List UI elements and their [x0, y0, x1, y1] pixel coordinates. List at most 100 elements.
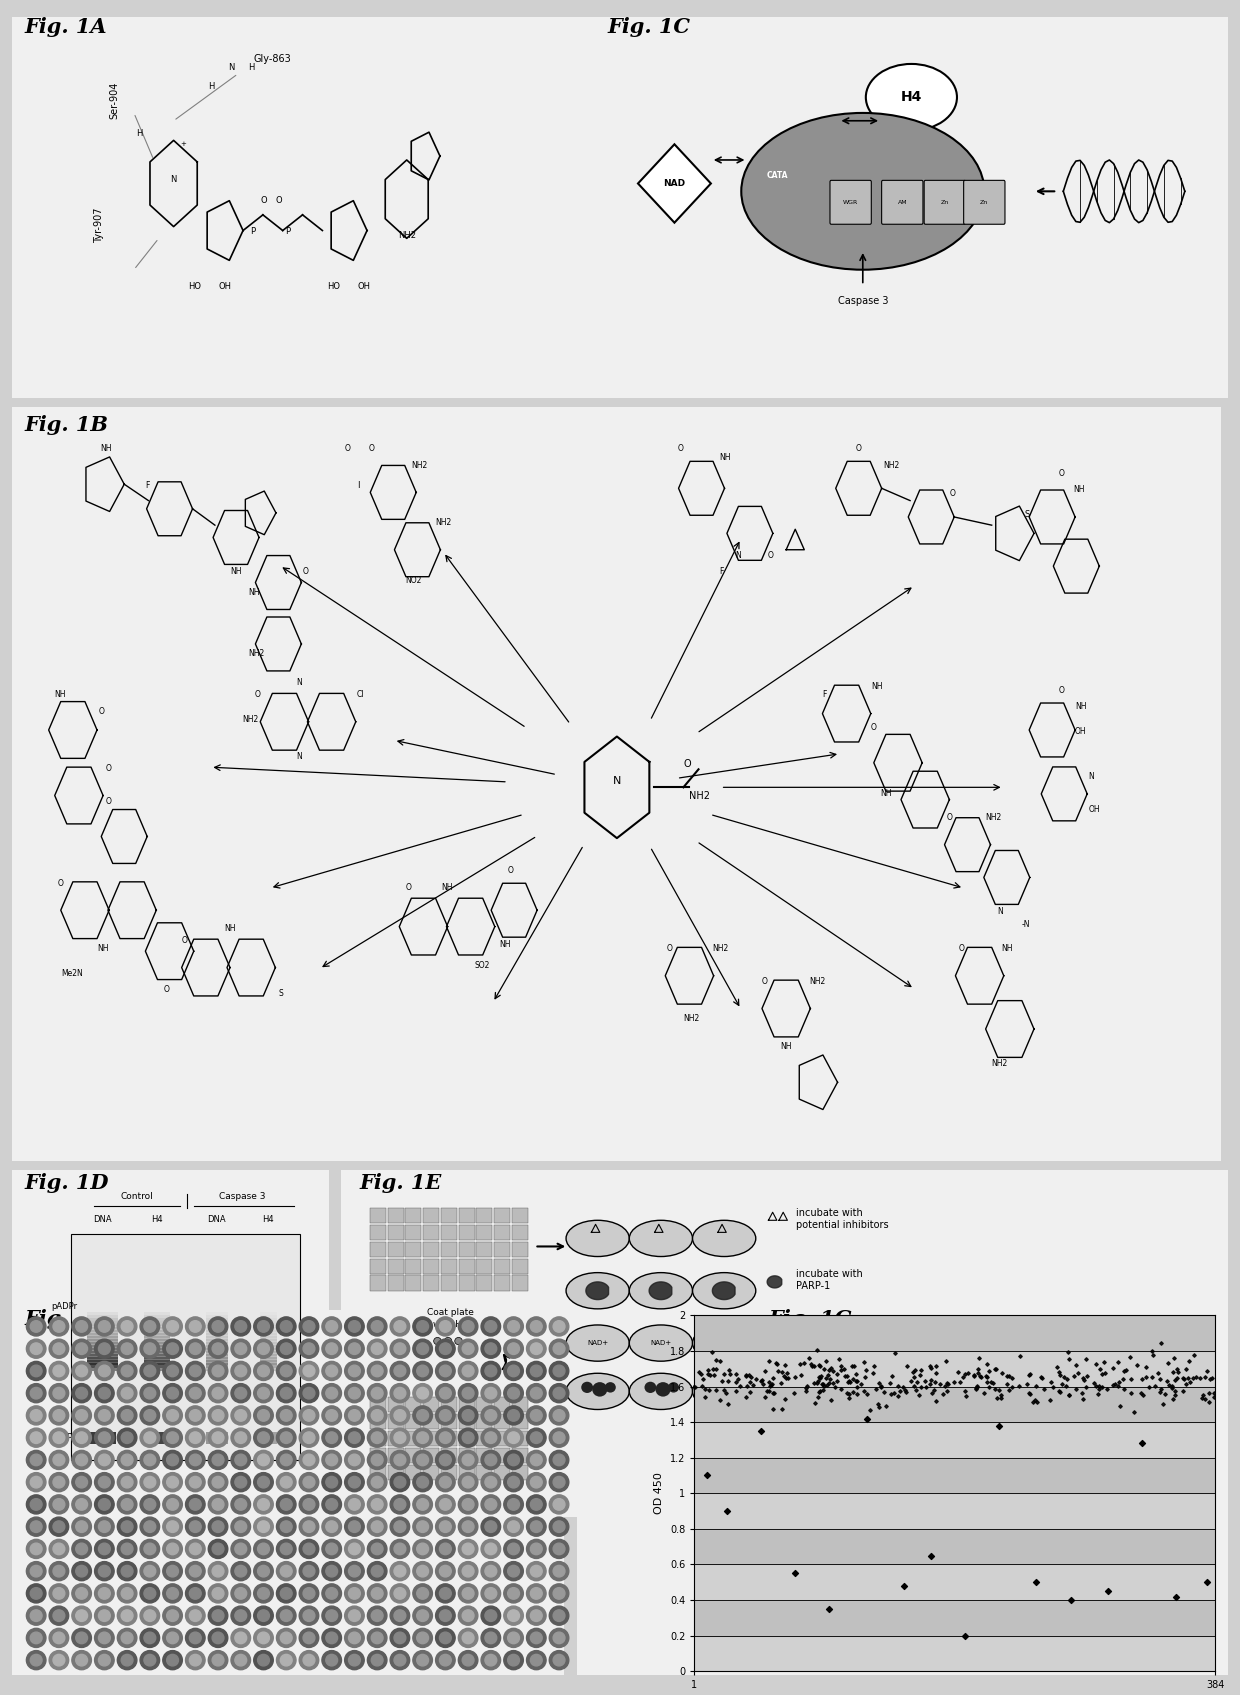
Circle shape	[76, 1388, 88, 1398]
Circle shape	[162, 1339, 182, 1358]
Circle shape	[280, 1610, 293, 1622]
Point	[1136, 1364, 1156, 1392]
Circle shape	[98, 1498, 110, 1510]
Circle shape	[481, 1539, 501, 1558]
Circle shape	[322, 1561, 341, 1581]
Text: NH: NH	[780, 1042, 791, 1051]
Point	[843, 1353, 863, 1380]
Circle shape	[72, 1583, 92, 1603]
Point	[863, 1359, 883, 1387]
Circle shape	[162, 1495, 182, 1514]
Circle shape	[53, 1520, 64, 1532]
Circle shape	[503, 1317, 523, 1336]
Circle shape	[190, 1320, 201, 1332]
Point	[1168, 1358, 1188, 1385]
Circle shape	[186, 1495, 205, 1514]
Point	[703, 1356, 723, 1383]
Circle shape	[463, 1542, 474, 1554]
Point	[1193, 1381, 1213, 1409]
Point	[718, 1390, 738, 1417]
Circle shape	[394, 1566, 405, 1576]
Point	[921, 1354, 941, 1381]
Text: Caspase 3: Caspase 3	[837, 297, 888, 307]
Point	[1021, 1380, 1040, 1407]
Bar	[423, 1448, 439, 1463]
Circle shape	[94, 1429, 114, 1448]
Point	[755, 1358, 775, 1385]
Circle shape	[208, 1629, 228, 1648]
Circle shape	[485, 1364, 497, 1376]
Point	[720, 1359, 740, 1387]
Point	[842, 1353, 862, 1380]
Circle shape	[53, 1632, 64, 1644]
Circle shape	[231, 1451, 250, 1470]
Text: NH: NH	[498, 941, 511, 949]
Circle shape	[553, 1388, 565, 1398]
Circle shape	[76, 1520, 88, 1532]
Point	[921, 1380, 941, 1407]
Circle shape	[527, 1539, 546, 1558]
Bar	[144, 1346, 170, 1353]
Text: NH2: NH2	[689, 792, 711, 802]
Text: H4: H4	[900, 90, 923, 105]
Circle shape	[98, 1566, 110, 1576]
Point	[937, 1371, 957, 1398]
Point	[976, 1363, 996, 1390]
Point	[692, 1373, 712, 1400]
Circle shape	[50, 1405, 68, 1425]
Point	[986, 1356, 1006, 1383]
Circle shape	[439, 1320, 451, 1332]
Circle shape	[212, 1342, 224, 1354]
Circle shape	[94, 1561, 114, 1581]
Circle shape	[531, 1364, 542, 1376]
Circle shape	[417, 1320, 429, 1332]
Point	[717, 1498, 737, 1526]
Point	[916, 1373, 936, 1400]
Point	[737, 1361, 756, 1388]
Point	[1002, 1364, 1022, 1392]
Circle shape	[162, 1517, 182, 1536]
Circle shape	[234, 1566, 247, 1576]
Point	[1050, 1361, 1070, 1388]
Circle shape	[50, 1339, 68, 1358]
Circle shape	[94, 1495, 114, 1514]
Point	[1162, 1375, 1182, 1402]
Circle shape	[553, 1320, 565, 1332]
Circle shape	[72, 1361, 92, 1380]
Circle shape	[531, 1410, 542, 1420]
Bar	[694, 1493, 1215, 1529]
Circle shape	[435, 1429, 455, 1448]
Circle shape	[254, 1517, 273, 1536]
Text: O: O	[260, 197, 267, 205]
Point	[935, 1373, 955, 1400]
Text: H4: H4	[263, 1215, 274, 1224]
Circle shape	[553, 1410, 565, 1420]
Circle shape	[435, 1651, 455, 1670]
Circle shape	[527, 1651, 546, 1670]
Circle shape	[435, 1383, 455, 1403]
Circle shape	[299, 1607, 319, 1626]
Bar	[370, 1464, 386, 1480]
Circle shape	[186, 1539, 205, 1558]
Point	[797, 1373, 817, 1400]
Circle shape	[459, 1607, 477, 1626]
Point	[1166, 1381, 1185, 1409]
Circle shape	[326, 1432, 337, 1444]
Circle shape	[549, 1651, 569, 1670]
FancyBboxPatch shape	[830, 180, 872, 224]
Point	[1056, 1371, 1076, 1398]
Circle shape	[303, 1566, 315, 1576]
Text: O: O	[768, 551, 774, 559]
Circle shape	[76, 1632, 88, 1644]
Text: NH2: NH2	[713, 944, 729, 953]
Point	[1121, 1380, 1141, 1407]
Bar	[259, 1432, 278, 1444]
Circle shape	[186, 1429, 205, 1448]
Bar	[12, 1310, 564, 1675]
Circle shape	[30, 1454, 42, 1466]
Circle shape	[367, 1451, 387, 1470]
Circle shape	[348, 1520, 361, 1532]
Circle shape	[439, 1476, 451, 1488]
Circle shape	[190, 1388, 201, 1398]
Circle shape	[549, 1629, 569, 1648]
